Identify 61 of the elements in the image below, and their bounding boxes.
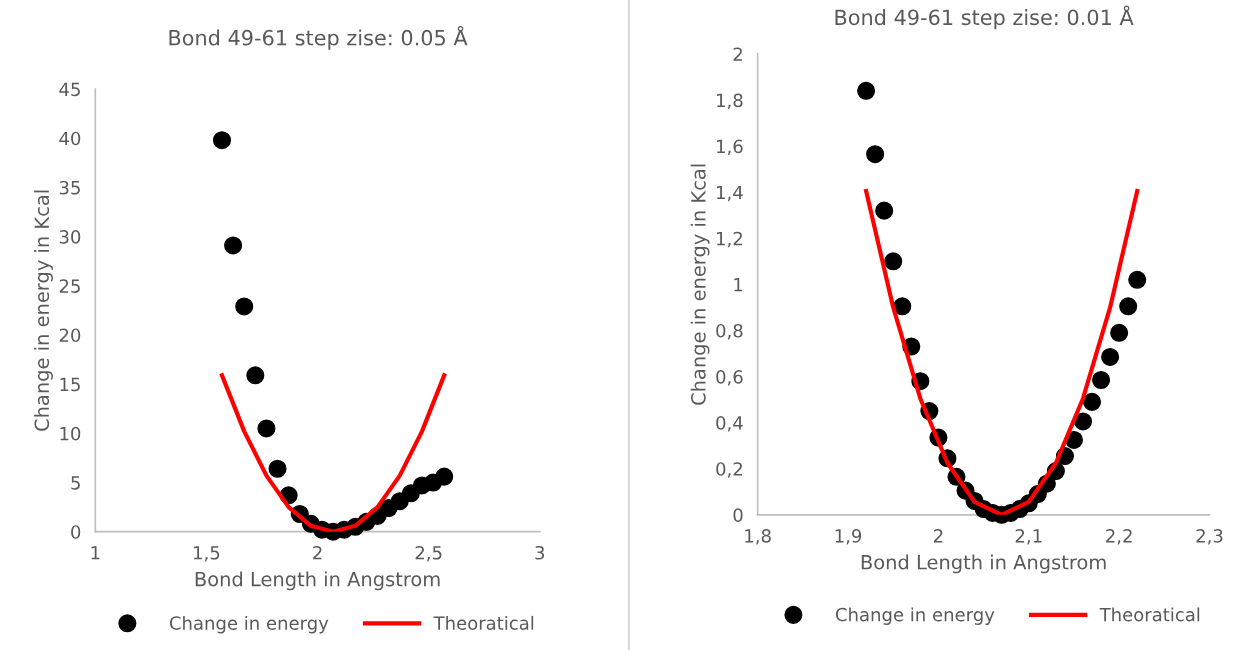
y-tick-label: 0,6	[716, 370, 743, 386]
point	[875, 201, 894, 220]
chart-title: Bond 49-61 step zise: 0.05 Å	[169, 25, 468, 50]
x-tick-label: 3	[535, 545, 545, 560]
y-tick-label: 25	[59, 279, 80, 293]
y-tick-label: 0,2	[716, 462, 742, 478]
legend-label: Change in energy	[169, 615, 329, 634]
y-tick-label: 35	[59, 180, 80, 195]
y-tick-label: 0	[733, 508, 743, 522]
y-tick-label: 45	[59, 82, 80, 97]
legend-label: Change in energy	[835, 607, 995, 625]
point	[212, 131, 232, 150]
y-tick-label: 1,4	[717, 185, 743, 202]
x-tick-label: 2	[933, 529, 943, 543]
x-tick-label: 1,5	[194, 546, 220, 562]
point	[1128, 270, 1147, 289]
point	[224, 236, 243, 255]
y-tick-label: 0,8	[716, 323, 743, 340]
point	[268, 459, 287, 478]
x-tick-label: 2,3	[1196, 529, 1223, 545]
y-tick-label: 1,2	[717, 231, 742, 248]
point	[435, 467, 454, 486]
y-tick-label: 40	[59, 131, 81, 146]
legend-label: Theoratical	[433, 615, 534, 630]
chart-title: Bond 49-61 step zise: 0.01 Å	[835, 5, 1134, 30]
x-tick-label: 2,1	[1015, 529, 1042, 545]
y-tick-label: 10	[60, 426, 81, 441]
point	[884, 252, 903, 271]
y-tick-label: 0,4	[716, 416, 743, 432]
x-tick-label: 2,5	[415, 545, 442, 562]
y-tick-label: 1	[734, 278, 743, 292]
x-axis-title: Bond Length in Angstrom	[195, 571, 440, 591]
point	[257, 419, 276, 438]
x-tick-label: 2	[313, 545, 322, 560]
point	[857, 81, 876, 100]
x-tick-label: 1,9	[835, 529, 862, 545]
point	[1119, 297, 1138, 316]
point	[866, 145, 885, 164]
point	[1101, 347, 1120, 366]
x-tick-label: 2,2	[1106, 529, 1132, 545]
point	[893, 297, 912, 316]
y-axis-title: Change in energy in Kcal	[690, 164, 710, 405]
y-axis-title: Change in energy in Kcal	[34, 190, 53, 431]
x-axis-title: Bond Length in Angstrom	[861, 554, 1106, 574]
y-tick-label: 15	[60, 377, 80, 392]
y-tick-label: 20	[59, 328, 81, 343]
y-tick-label: 1,8	[717, 93, 743, 109]
point	[246, 366, 265, 385]
x-tick-label: 1,8	[745, 529, 771, 545]
point	[235, 297, 254, 316]
x-tick-label: 1	[91, 546, 100, 560]
point	[1073, 412, 1093, 431]
point	[1083, 392, 1102, 411]
y-tick-label: 5	[71, 476, 80, 490]
point	[1092, 370, 1111, 390]
point	[1110, 323, 1129, 342]
y-tick-label: 1,6	[717, 139, 743, 156]
y-tick-label: 30	[59, 230, 81, 244]
legend-label: Theoratical	[1099, 607, 1200, 622]
y-tick-label: 2	[733, 47, 742, 61]
y-tick-label: 0	[71, 525, 81, 539]
